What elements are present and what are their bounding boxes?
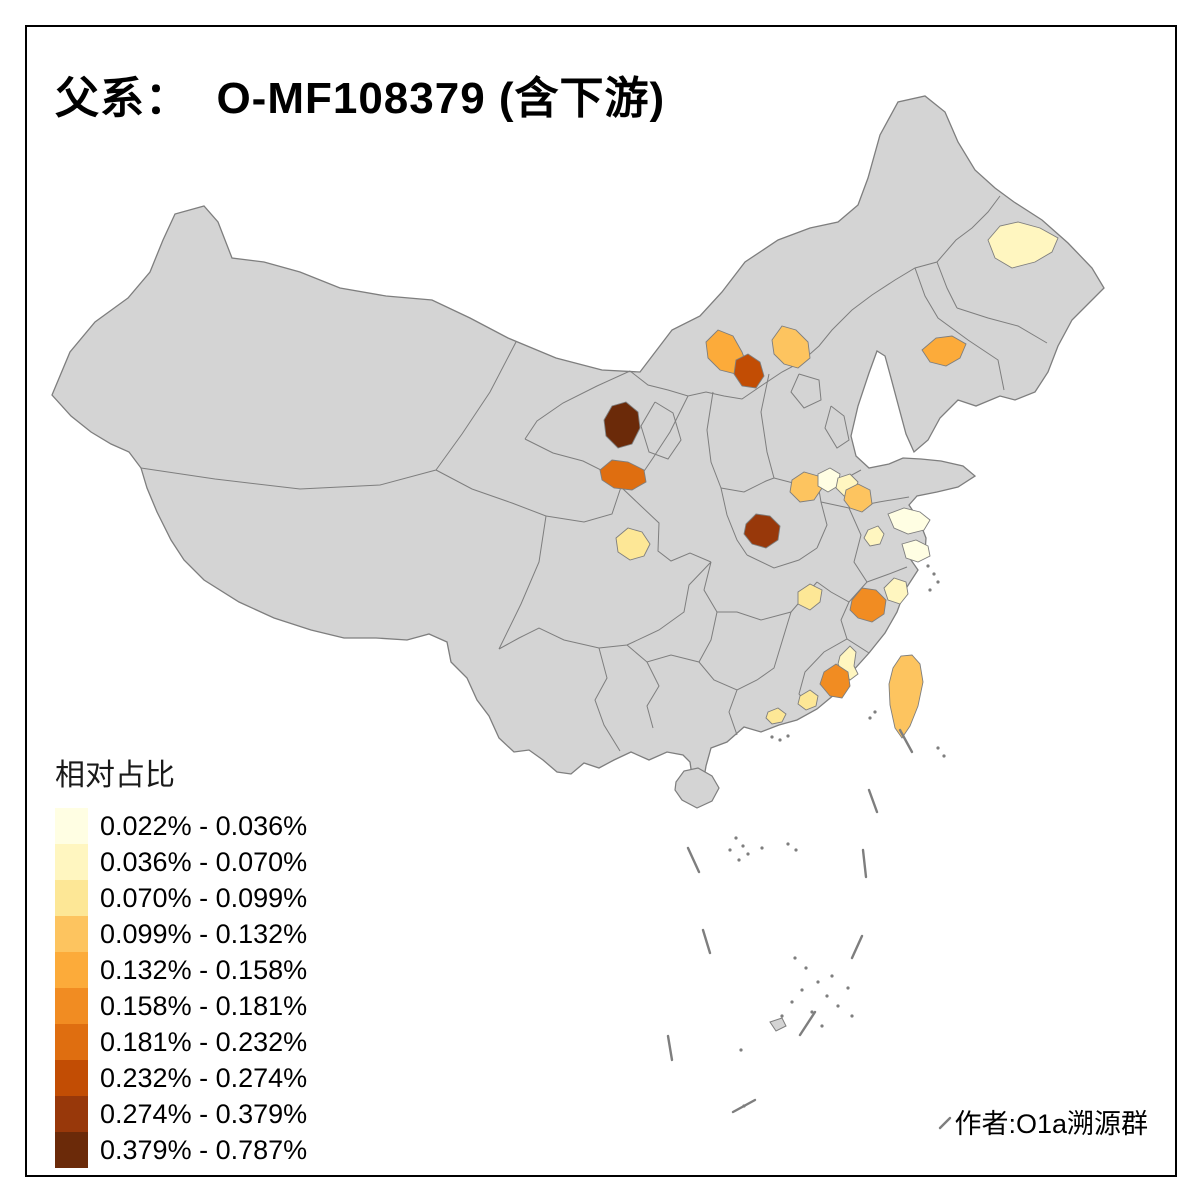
- region-jiangsu-xuzhou: [843, 483, 873, 513]
- legend-swatch: [55, 808, 88, 844]
- legend-label: 0.070% - 0.099%: [100, 883, 308, 913]
- mainland-china: [51, 95, 1105, 792]
- legend-swatch: [55, 1096, 88, 1132]
- legend-item: 0.132% - 0.158%: [55, 952, 307, 988]
- region-guangdong-meizhou: [797, 689, 819, 711]
- colored-regions: [599, 221, 1059, 739]
- legend-label: 0.274% - 0.379%: [100, 1099, 308, 1129]
- region-jiangxi-east: [797, 583, 823, 611]
- legend-label: 0.232% - 0.274%: [100, 1063, 308, 1093]
- region-gansu-central: [599, 459, 647, 491]
- legend-item: 0.022% - 0.036%: [55, 808, 307, 844]
- legend-swatch: [55, 988, 88, 1024]
- region-zhejiang-east: [883, 577, 909, 605]
- hainan-island: [674, 767, 720, 809]
- region-anhui-north: [789, 471, 823, 503]
- legend-swatch: [55, 880, 88, 916]
- legend-label: 0.181% - 0.232%: [100, 1027, 308, 1057]
- region-gansu-north: [603, 401, 641, 449]
- legend-label: 0.158% - 0.181%: [100, 991, 308, 1021]
- region-jiangsu-central: [887, 507, 931, 535]
- legend-label: 0.022% - 0.036%: [100, 811, 308, 841]
- legend-label: 0.132% - 0.158%: [100, 955, 308, 985]
- region-guangdong-chaoshan: [765, 707, 787, 725]
- region-jiangsu-south: [901, 539, 931, 563]
- nine-dash-line: [666, 728, 952, 1130]
- region-taiwan-island: [888, 654, 924, 739]
- region-zhejiang-southwest: [849, 587, 887, 623]
- region-jiangsu-nanjing: [863, 525, 885, 547]
- region-henan-southwest: [743, 513, 781, 549]
- page-title: 父系： O-MF108379 (含下游): [55, 74, 666, 123]
- legend-label: 0.036% - 0.070%: [100, 847, 308, 877]
- attribution-text: 作者:O1a溯源群: [954, 1109, 1148, 1139]
- legend-swatch: [55, 1132, 88, 1168]
- legend-item: 0.181% - 0.232%: [55, 1024, 307, 1060]
- region-liaoning-coastal: [921, 335, 967, 367]
- legend-swatch: [55, 844, 88, 880]
- legend-title: 相对占比: [55, 759, 175, 792]
- region-gansu-south: [615, 527, 651, 561]
- legend-swatch: [55, 1060, 88, 1096]
- legend-item: 0.274% - 0.379%: [55, 1096, 307, 1132]
- plot-frame: [25, 25, 1177, 1177]
- small-islands: [728, 564, 946, 1108]
- region-heilongjiang-suihua: [987, 221, 1059, 269]
- legend-label: 0.379% - 0.787%: [100, 1135, 308, 1165]
- legend-item: 0.070% - 0.099%: [55, 880, 307, 916]
- legend-item: 0.379% - 0.787%: [55, 1132, 307, 1168]
- legend: 相对占比 0.022% - 0.036% 0.036% - 0.070% 0.0…: [55, 750, 307, 1168]
- region-fujian-quanzhou: [819, 663, 851, 699]
- legend-swatch: [55, 952, 88, 988]
- legend-swatch: [55, 916, 88, 952]
- legend-item: 0.036% - 0.070%: [55, 844, 307, 880]
- legend-item: 0.232% - 0.274%: [55, 1060, 307, 1096]
- region-shanxi-datong: [733, 353, 765, 389]
- legend-item: 0.158% - 0.181%: [55, 988, 307, 1024]
- legend-label: 0.099% - 0.132%: [100, 919, 308, 949]
- region-inner-mongolia-ulanqab: [771, 325, 811, 369]
- legend-swatch: [55, 1024, 88, 1060]
- province-borders: [140, 195, 1048, 752]
- legend-item: 0.099% - 0.132%: [55, 916, 307, 952]
